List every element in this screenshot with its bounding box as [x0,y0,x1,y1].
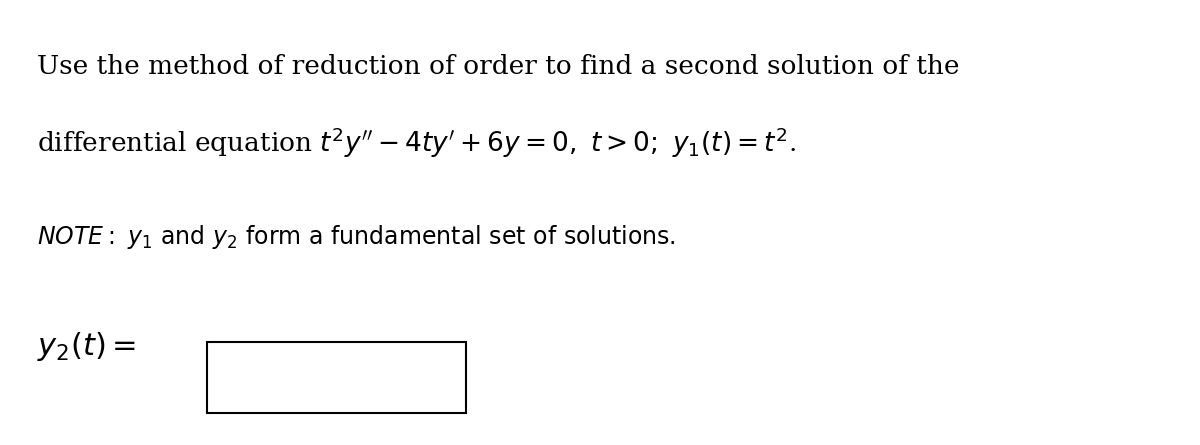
Text: $y_2(t) =$: $y_2(t) =$ [37,330,136,363]
Text: Use the method of reduction of order to find a second solution of the: Use the method of reduction of order to … [37,54,959,80]
FancyBboxPatch shape [208,342,467,413]
Text: $\it{NOTE{:}\ y_1\ \mathrm{and}\ y_2\ \mathrm{form\ a\ fundamental\ set\ of\ sol: $\it{NOTE{:}\ y_1\ \mathrm{and}\ y_2\ \m… [37,222,676,251]
Text: differential equation $t^2y^{\prime\prime} - 4ty^{\prime} + 6y = 0,\ t > 0;\ y_1: differential equation $t^2y^{\prime\prim… [37,125,796,160]
